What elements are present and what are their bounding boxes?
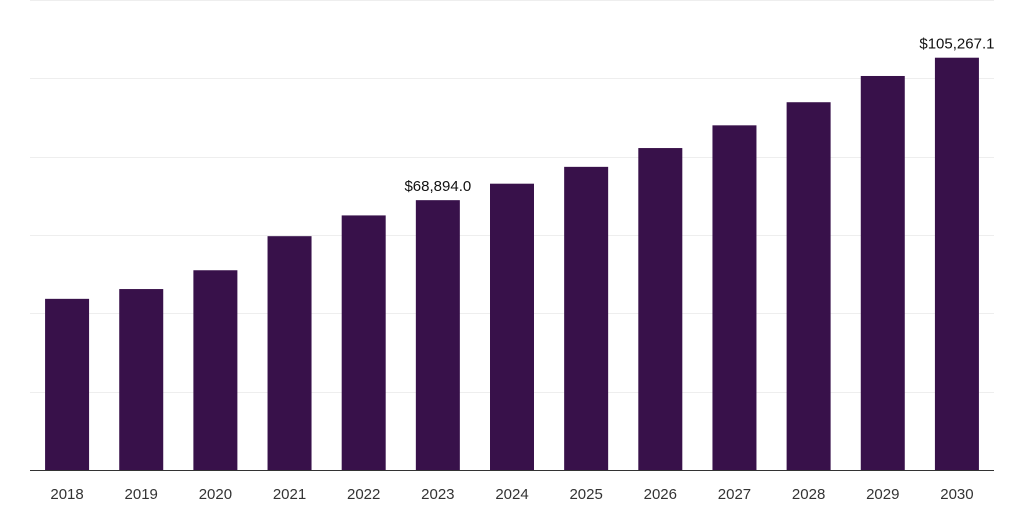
x-tick-label-2026: 2026	[644, 486, 677, 503]
bar-2024	[490, 183, 534, 471]
bar-2020	[193, 270, 238, 470]
bar-2026	[638, 148, 683, 471]
bar-2025	[564, 166, 609, 470]
x-tick-label-2019: 2019	[125, 486, 158, 503]
bar-2027	[712, 125, 757, 470]
x-tick-label-2025: 2025	[569, 486, 602, 503]
data-label-2030: $105,267.1	[919, 36, 994, 53]
bar-2028	[786, 102, 831, 470]
bar-2019	[119, 289, 164, 470]
x-tick-label-2027: 2027	[718, 486, 751, 503]
bar-2023	[415, 200, 460, 470]
x-tick-label-2018: 2018	[50, 486, 83, 503]
bars	[45, 57, 979, 471]
x-tick-label-2023: 2023	[421, 486, 454, 503]
bar-2029	[860, 75, 905, 470]
x-tick-label-2028: 2028	[792, 486, 825, 503]
data-labels: $68,894.0 $105,267.1	[404, 36, 994, 195]
x-tick-label-2020: 2020	[199, 486, 232, 503]
bar-2030	[934, 57, 979, 470]
x-axis-ticks: 2018 2019 2020 2021 2022 2023 2024 2025 2026 2027…	[50, 486, 973, 503]
bar-2021	[267, 236, 312, 470]
x-tick-label-2030: 2030	[940, 486, 973, 503]
x-tick-label-2022: 2022	[347, 486, 380, 503]
x-tick-label-2029: 2029	[866, 486, 899, 503]
bar-2022	[341, 215, 386, 470]
data-label-2023: $68,894.0	[404, 178, 471, 195]
x-tick-label-2021: 2021	[273, 486, 306, 503]
bar-2018	[45, 298, 90, 470]
x-tick-label-2024: 2024	[495, 486, 528, 503]
